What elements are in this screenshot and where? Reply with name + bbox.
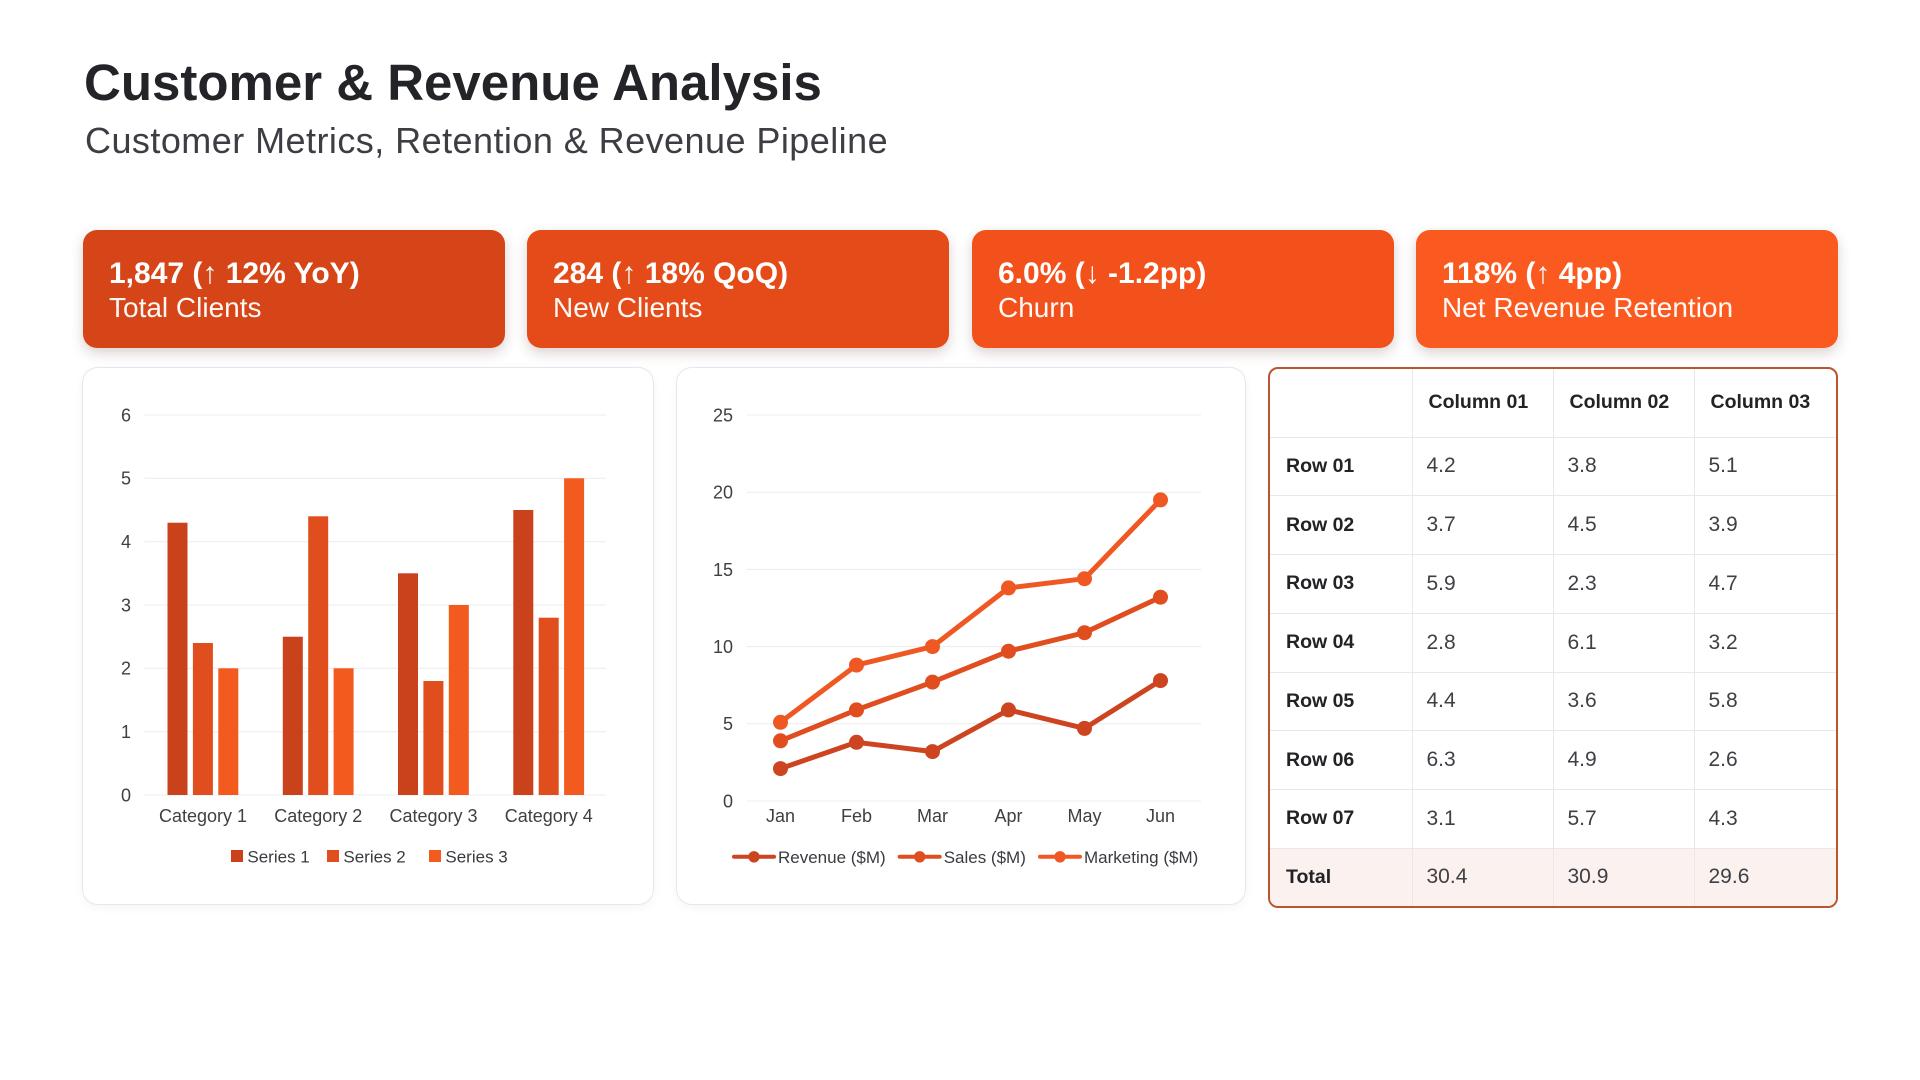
svg-text:0: 0 [723, 791, 733, 811]
svg-text:Series 2: Series 2 [343, 848, 405, 867]
svg-text:Category 1: Category 1 [159, 806, 247, 826]
svg-text:25: 25 [713, 405, 733, 425]
svg-text:Apr: Apr [994, 806, 1022, 826]
svg-text:Series 1: Series 1 [247, 848, 309, 867]
svg-text:6: 6 [121, 405, 131, 425]
svg-text:0: 0 [121, 785, 131, 805]
svg-text:Jun: Jun [1146, 806, 1175, 826]
svg-text:10: 10 [713, 637, 733, 657]
svg-text:4: 4 [121, 532, 131, 552]
svg-text:Marketing ($M): Marketing ($M) [1084, 848, 1198, 867]
svg-text:Mar: Mar [917, 806, 948, 826]
svg-text:May: May [1067, 806, 1101, 826]
svg-text:3: 3 [121, 595, 131, 615]
svg-text:15: 15 [713, 560, 733, 580]
svg-text:Sales ($M): Sales ($M) [944, 848, 1026, 867]
svg-text:Revenue ($M): Revenue ($M) [778, 848, 886, 867]
svg-text:Category 2: Category 2 [274, 806, 362, 826]
svg-text:5: 5 [723, 714, 733, 734]
svg-text:5: 5 [121, 469, 131, 489]
svg-text:Category 3: Category 3 [389, 806, 477, 826]
svg-text:Category 4: Category 4 [505, 806, 593, 826]
svg-text:Jan: Jan [766, 806, 795, 826]
svg-text:Series 3: Series 3 [445, 848, 507, 867]
svg-text:1: 1 [121, 722, 131, 742]
svg-text:20: 20 [713, 483, 733, 503]
svg-text:2: 2 [121, 659, 131, 679]
svg-text:Feb: Feb [841, 806, 872, 826]
